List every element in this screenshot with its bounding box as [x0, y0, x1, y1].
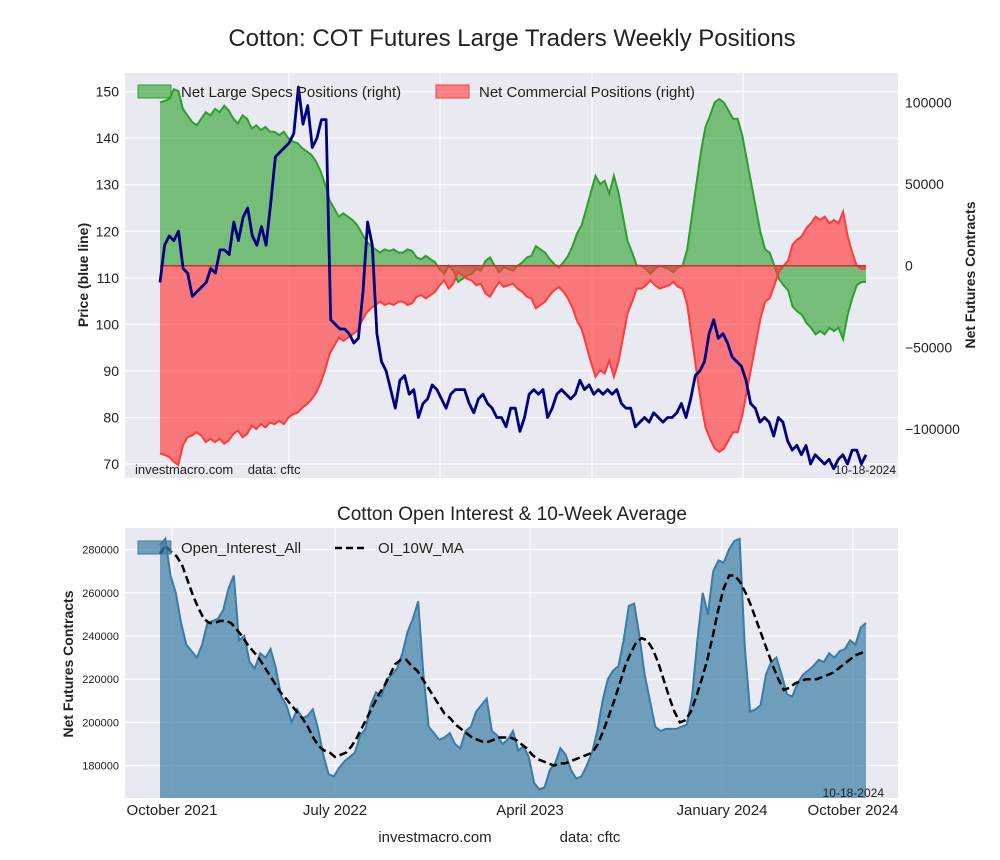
- bottom-tick-3: 240000: [82, 631, 119, 643]
- x-tick-1: July 2022: [303, 802, 367, 819]
- x-tick-2: April 2023: [496, 802, 564, 819]
- top-left-tick-4: 110: [97, 270, 120, 286]
- top-right-tick-1: 0: [905, 258, 913, 274]
- top-right-axis: −100000 0 50000 100000 −50000: [905, 94, 960, 437]
- bottom-tick-4: 260000: [82, 588, 119, 600]
- top-chart-title: Cotton: COT Futures Large Traders Weekly…: [228, 25, 795, 52]
- top-left-axis: 70 80 90 100 110 120 130 140 150: [96, 84, 120, 472]
- top-right-tick-0: −100000: [905, 421, 960, 437]
- comm-area: [160, 211, 866, 465]
- top-right-tick-2: 50000: [905, 176, 944, 192]
- legend-oi-swatch: [137, 540, 172, 555]
- legend-oi-label: Open_Interest_All: [181, 540, 301, 557]
- legend-spec-swatch: [137, 84, 172, 99]
- top-source-text: investmacro.com data: cftc: [135, 462, 301, 477]
- bottom-chart-title: Cotton Open Interest & 10-Week Average: [337, 504, 687, 525]
- bottom-tick-2: 220000: [82, 674, 119, 686]
- bottom-tick-5: 280000: [82, 545, 119, 557]
- legend-comm-label: Net Commercial Positions (right): [479, 84, 695, 101]
- oi-area: [160, 538, 866, 798]
- top-left-tick-2: 90: [103, 363, 119, 379]
- x-tick-0: October 2021: [127, 802, 218, 819]
- top-price-line: [158, 85, 868, 471]
- bottom-ma-line: [158, 543, 867, 767]
- ma-line: [158, 543, 867, 767]
- top-left-tick-6: 130: [96, 177, 120, 193]
- top-date-label: 10-18-2024: [835, 463, 897, 477]
- bottom-tick-1: 200000: [82, 717, 119, 729]
- top-left-tick-3: 100: [96, 316, 120, 332]
- bottom-ylabel: Net Futures Contracts: [60, 590, 76, 737]
- footer-site: investmacro.com: [378, 829, 491, 846]
- bottom-date-label: 10-18-2024: [823, 786, 885, 800]
- top-left-tick-0: 70: [103, 456, 119, 472]
- top-right-tick-3: 100000: [905, 94, 952, 110]
- bottom-tick-0: 180000: [82, 761, 119, 773]
- x-tick-4: October 2024: [808, 802, 899, 819]
- price-line: [158, 85, 868, 471]
- top-areas: [159, 88, 866, 467]
- bottom-y-axis: 180000 200000 220000 240000 260000 280000: [82, 545, 119, 773]
- footer-data: data: cftc: [560, 829, 621, 846]
- oi-edge: [159, 536, 867, 791]
- top-left-tick-5: 120: [96, 223, 120, 239]
- x-axis-labels: October 2021 July 2022 April 2023 January 2…: [127, 802, 899, 819]
- legend-ma-label: OI_10W_MA: [378, 540, 464, 557]
- top-left-tick-7: 140: [96, 130, 120, 146]
- top-left-tick-8: 150: [96, 84, 120, 100]
- legend-spec-label: Net Large Specs Positions (right): [181, 84, 401, 101]
- top-left-tick-1: 80: [103, 409, 119, 425]
- comm-edge: [159, 208, 866, 467]
- top-right-ylabel: Net Futures Contracts: [962, 201, 978, 348]
- x-tick-3: January 2024: [677, 802, 768, 819]
- legend-comm-swatch: [435, 84, 470, 99]
- bottom-oi-area: [159, 536, 867, 798]
- top-right-tick-4: −50000: [905, 339, 952, 355]
- top-left-ylabel: Price (blue line): [75, 223, 91, 327]
